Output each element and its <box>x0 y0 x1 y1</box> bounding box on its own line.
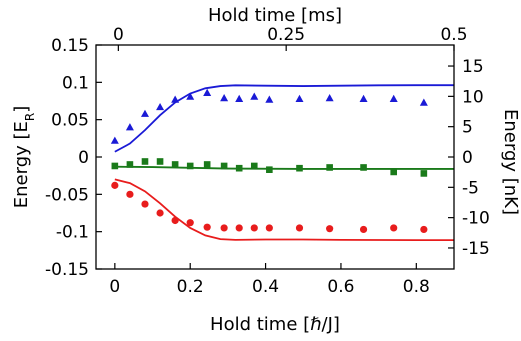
data-point <box>295 95 303 102</box>
right-y-tick-label: 15 <box>462 57 484 77</box>
data-point <box>390 224 397 231</box>
data-point <box>171 96 179 103</box>
data-point <box>360 95 368 102</box>
right-y-tick-label: -15 <box>462 239 490 259</box>
data-point <box>265 96 273 103</box>
data-point <box>141 110 149 117</box>
series-0 <box>111 85 454 152</box>
data-point <box>204 224 211 231</box>
top-x-tick-label: 0 <box>113 25 124 45</box>
right-y-tick-label: -10 <box>462 209 490 229</box>
y-tick-label: 0.1 <box>62 73 89 93</box>
bottom-x-axis-title: Hold time [ℏ/J] <box>210 314 340 335</box>
data-point <box>157 158 164 165</box>
fit-curve <box>115 179 454 240</box>
data-point <box>187 163 194 170</box>
data-point <box>156 209 163 216</box>
data-point <box>390 169 397 176</box>
right-y-tick-label: 10 <box>462 87 484 107</box>
data-point <box>250 93 258 100</box>
data-point <box>126 191 133 198</box>
y-tick-label: 0 <box>78 148 89 168</box>
top-x-axis-title: Hold time [ms] <box>208 5 342 26</box>
top-x-tick-label: 0.5 <box>440 25 467 45</box>
data-point <box>326 164 333 171</box>
y-tick-label: -0.15 <box>45 260 89 280</box>
right-y-tick-label: 5 <box>462 118 473 138</box>
data-point <box>390 95 398 102</box>
data-point <box>236 165 243 172</box>
right-y-tick-label: 0 <box>462 148 473 168</box>
x-tick-label: 0.8 <box>403 277 430 297</box>
data-point <box>266 166 273 173</box>
x-tick-label: 0.2 <box>177 277 204 297</box>
data-point <box>204 161 211 168</box>
fit-curve <box>115 85 454 152</box>
top-x-tick-label: 0.25 <box>267 25 305 45</box>
fit-curve <box>115 167 454 169</box>
ticks-layer: 0 0.2 0.4 0.6 0.8 0 0.25 0.5 -0.15 -0.1 -0.05 0 0.05… <box>45 25 490 297</box>
x-tick-label: 0 <box>109 277 120 297</box>
data-point <box>296 224 303 231</box>
series-1 <box>112 158 454 177</box>
data-point <box>203 89 211 96</box>
data-point <box>221 224 228 231</box>
data-point <box>296 165 303 172</box>
data-point <box>187 219 194 226</box>
data-point <box>420 98 428 105</box>
y-tick-label: -0.05 <box>45 185 89 205</box>
data-point <box>360 226 367 233</box>
data-point <box>126 123 134 130</box>
left-y-axis-title-subscript: R <box>23 113 37 121</box>
data-point <box>172 161 179 168</box>
data-point <box>220 94 228 101</box>
data-point <box>326 94 334 101</box>
data-point <box>111 137 119 144</box>
x-tick-label: 0.4 <box>252 277 279 297</box>
data-point <box>251 163 258 170</box>
data-point <box>421 170 428 177</box>
data-point <box>141 200 148 207</box>
y-tick-label: -0.1 <box>56 223 89 243</box>
data-point <box>266 224 273 231</box>
y-tick-label: 0.15 <box>51 36 89 56</box>
data-point <box>112 163 119 170</box>
data-point <box>235 95 243 102</box>
left-y-axis-title: Energy [ER] <box>11 106 37 209</box>
data-point <box>111 182 118 189</box>
data-point <box>156 103 164 110</box>
data-point <box>420 226 427 233</box>
plot-frame <box>96 45 454 269</box>
x-tick-label: 0.6 <box>327 277 354 297</box>
data-point <box>142 158 149 165</box>
left-y-axis-title-main: Energy [E <box>11 121 32 208</box>
left-y-axis-title-close: ] <box>11 106 32 113</box>
data-point <box>172 217 179 224</box>
data-point <box>127 161 134 168</box>
series-layer <box>111 85 454 240</box>
series-2 <box>111 179 454 240</box>
data-point <box>326 225 333 232</box>
y-tick-label: 0.05 <box>51 111 89 131</box>
data-point <box>236 224 243 231</box>
right-y-axis-title: Energy [nK] <box>500 109 521 215</box>
data-point <box>221 163 228 170</box>
data-point <box>360 164 367 171</box>
data-point <box>251 224 258 231</box>
right-y-tick-label: -5 <box>462 178 479 198</box>
